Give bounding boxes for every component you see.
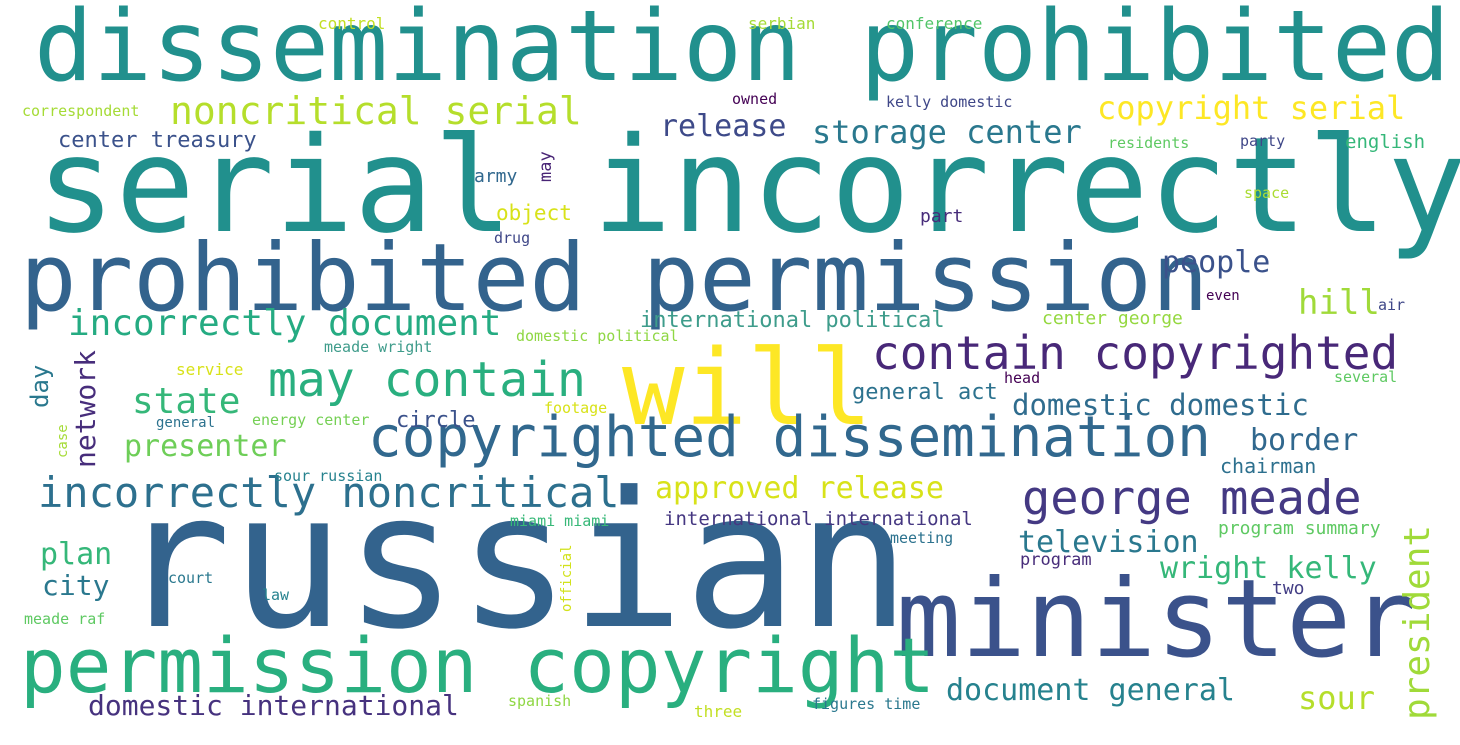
word-international-political: international political <box>640 308 945 333</box>
word-official: official <box>559 544 575 612</box>
word-people: people <box>1162 245 1271 280</box>
word-minister: minister <box>896 557 1417 682</box>
word-drug: drug <box>494 229 531 247</box>
word-permission-copyright: permission copyright <box>20 621 936 710</box>
word-plan: plan <box>40 537 113 572</box>
word-state: state <box>132 381 241 422</box>
word-will: will <box>622 327 873 449</box>
word-conference: conference <box>886 14 983 33</box>
word-case: case <box>55 424 71 458</box>
word-serbian: serbian <box>748 14 816 33</box>
word-figures-time: figures time <box>812 695 921 713</box>
word-service: service <box>176 360 244 379</box>
word-sour: sour <box>1298 679 1376 717</box>
word-storage-center: storage center <box>812 113 1082 151</box>
word-contain-copyrighted: contain copyrighted <box>872 326 1399 380</box>
word-meade-wright: meade wright <box>324 338 433 356</box>
word-wright-kelly: wright kelly <box>1160 551 1377 586</box>
word-program-summary: program summary <box>1218 518 1381 539</box>
word-head: head <box>1004 369 1041 387</box>
word-center-treasury: center treasury <box>58 128 257 153</box>
word-hill: hill <box>1298 283 1380 323</box>
word-may-contain: may contain <box>268 352 586 408</box>
word-domestic-political: domestic political <box>516 327 679 345</box>
word-chairman: chairman <box>1220 454 1317 478</box>
word-air: air <box>1378 296 1406 314</box>
word-television: television <box>1018 525 1199 560</box>
word-copyrighted-dissemination: copyrighted dissemination <box>368 405 1211 470</box>
word-english: english <box>1345 131 1426 153</box>
word-may: may <box>536 151 556 182</box>
word-network: network <box>69 349 102 468</box>
word-serial-incorrectly: serial incorrectly <box>36 109 1460 263</box>
word-president: president <box>1397 524 1438 720</box>
word-day: day <box>26 364 54 408</box>
word-city: city <box>42 569 110 602</box>
word-sour-russian: sour russian <box>274 467 383 485</box>
word-meeting: meeting <box>890 529 954 547</box>
word-incorrectly-noncritical: incorrectly noncritical <box>38 468 620 517</box>
word-presenter: presenter <box>124 429 287 464</box>
word-energy-center: energy center <box>252 411 370 429</box>
word-approved-release: approved release <box>655 471 944 506</box>
word-court: court <box>168 569 214 587</box>
word-domestic-international: domestic international <box>88 689 459 722</box>
word-program: program <box>1020 550 1092 570</box>
word-circle: circle <box>396 408 476 433</box>
word-center-george: center george <box>1042 308 1183 329</box>
word-general: general <box>156 415 216 431</box>
word-incorrectly-document: incorrectly document <box>68 303 502 344</box>
word-control: control <box>318 14 386 33</box>
word-army: army <box>474 166 518 187</box>
word-document-general: document general <box>946 673 1235 708</box>
word-footage: footage <box>544 399 608 417</box>
word-international-international: international international <box>664 508 973 530</box>
word-three: three <box>694 702 743 721</box>
word-two: two <box>1272 578 1305 599</box>
word-noncritical-serial: noncritical serial <box>170 89 582 133</box>
word-space: space <box>1244 184 1290 202</box>
word-several: several <box>1334 368 1398 386</box>
word-even: even <box>1206 288 1240 304</box>
word-border: border <box>1250 423 1359 458</box>
word-law: law <box>262 586 290 604</box>
word-object: object <box>496 201 572 225</box>
word-meade-raf: meade raf <box>24 610 106 628</box>
word-miami-miami: miami miami <box>510 512 610 530</box>
word-domestic-domestic: domestic domestic <box>1012 388 1309 422</box>
word-george-meade: george meade <box>1022 471 1362 526</box>
word-spanish: spanish <box>508 692 572 710</box>
word-correspondent: correspondent <box>22 102 140 120</box>
word-dissemination-prohibited: dissemination prohibited <box>34 0 1451 104</box>
word-residents: residents <box>1108 134 1190 152</box>
word-owned: owned <box>732 90 778 108</box>
word-copyright-serial: copyright serial <box>1097 89 1406 127</box>
word-kelly-domestic: kelly domestic <box>886 93 1013 111</box>
word-prohibited-permission: prohibited permission <box>20 224 1209 333</box>
word-release: release <box>660 109 787 144</box>
word-general-act: general act <box>852 380 998 405</box>
word-russian: russian <box>118 452 911 671</box>
word-part: part <box>920 206 964 227</box>
word-party: party <box>1240 132 1286 150</box>
